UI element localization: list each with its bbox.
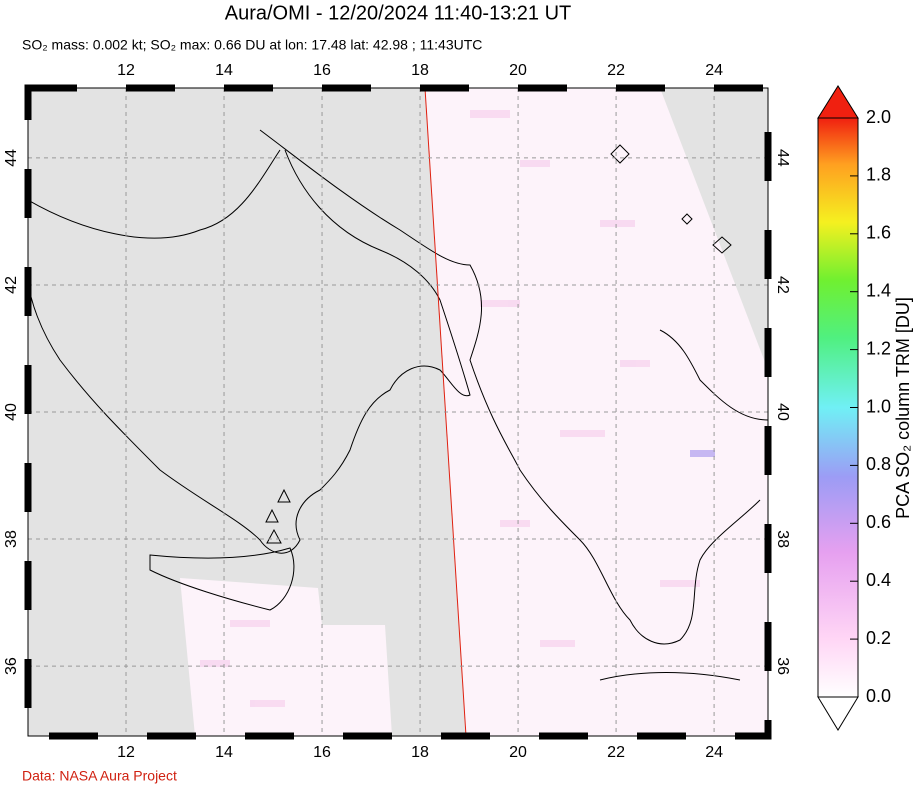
colorbar-tick-label: 1.4: [866, 280, 891, 300]
colorbar-tick-label: 1.2: [866, 338, 891, 358]
lat-tick-label: 44: [774, 149, 791, 167]
coastline: [259, 129, 768, 645]
colorbar-tick-label: 0.0: [866, 686, 891, 706]
coastline: [28, 149, 471, 554]
lon-tick-label: 16: [313, 744, 331, 761]
lat-tick-label: 42: [774, 276, 791, 294]
lon-tick-label: 22: [607, 62, 625, 79]
lat-tick-label: 40: [3, 403, 20, 421]
title: Aura/OMI - 12/20/2024 11:40-13:21 UT: [225, 2, 572, 24]
subtitle: SO₂ mass: 0.002 kt; SO₂ max: 0.66 DU at …: [22, 37, 482, 53]
grid: [28, 88, 768, 736]
colorbar-tick-label: 0.4: [866, 570, 891, 590]
colorbar-tick-label: 1.0: [866, 396, 891, 416]
colorbar-tick-label: 0.6: [866, 512, 891, 532]
lon-tick-label: 20: [509, 744, 527, 761]
coastline: [599, 672, 741, 681]
lon-tick-label: 16: [313, 62, 331, 79]
lon-tick-label: 20: [509, 62, 527, 79]
colorbar-tick-label: 1.6: [866, 223, 891, 243]
colorbar-extend-high: [817, 85, 859, 119]
lat-tick-label: 44: [3, 149, 20, 167]
lon-tick-label: 24: [705, 744, 723, 761]
colorbar-ticks: 0.0 0.2 0.4 0.6 0.8 1.0 1.2 1.4 1.6 1.8 2.0: [850, 107, 891, 706]
swath: [180, 578, 392, 736]
lon-tick-label: 14: [215, 744, 233, 761]
lon-tick-label: 18: [411, 62, 429, 79]
colorbar-tick-label: 0.2: [866, 628, 891, 648]
lon-tick-label: 12: [117, 62, 135, 79]
lat-tick-label: 38: [774, 530, 791, 548]
lon-tick-label: 14: [215, 62, 233, 79]
tick-labels: 12 12 14 14 16 16 18 18 20 20 22 22 24 24 36 36 38 38 40 40…: [3, 62, 791, 761]
swath-texture: [200, 110, 715, 707]
colorbar-tick-label: 1.8: [866, 165, 891, 185]
colorbar-extend-low: [817, 696, 859, 731]
colorbar-tick-label: 2.0: [866, 107, 891, 127]
lat-tick-label: 36: [3, 657, 20, 675]
lon-tick-label: 22: [607, 744, 625, 761]
lat-tick-label: 36: [774, 657, 791, 675]
coastline: [149, 547, 295, 611]
lon-tick-label: 24: [705, 62, 723, 79]
colorbar-label: PCA SO₂ column TRM [DU]: [893, 297, 913, 519]
data-source: Data: NASA Aura Project: [22, 768, 177, 784]
lat-tick-label: 40: [774, 403, 791, 421]
lat-tick-label: 38: [3, 530, 20, 548]
colorbar-tick-label: 0.8: [866, 454, 891, 474]
map-border: [24, 84, 772, 740]
lat-tick-label: 42: [3, 276, 20, 294]
lon-tick-label: 12: [117, 744, 135, 761]
volcano-markers: [265, 144, 732, 544]
lon-tick-label: 18: [411, 744, 429, 761]
map-area: [28, 88, 768, 736]
